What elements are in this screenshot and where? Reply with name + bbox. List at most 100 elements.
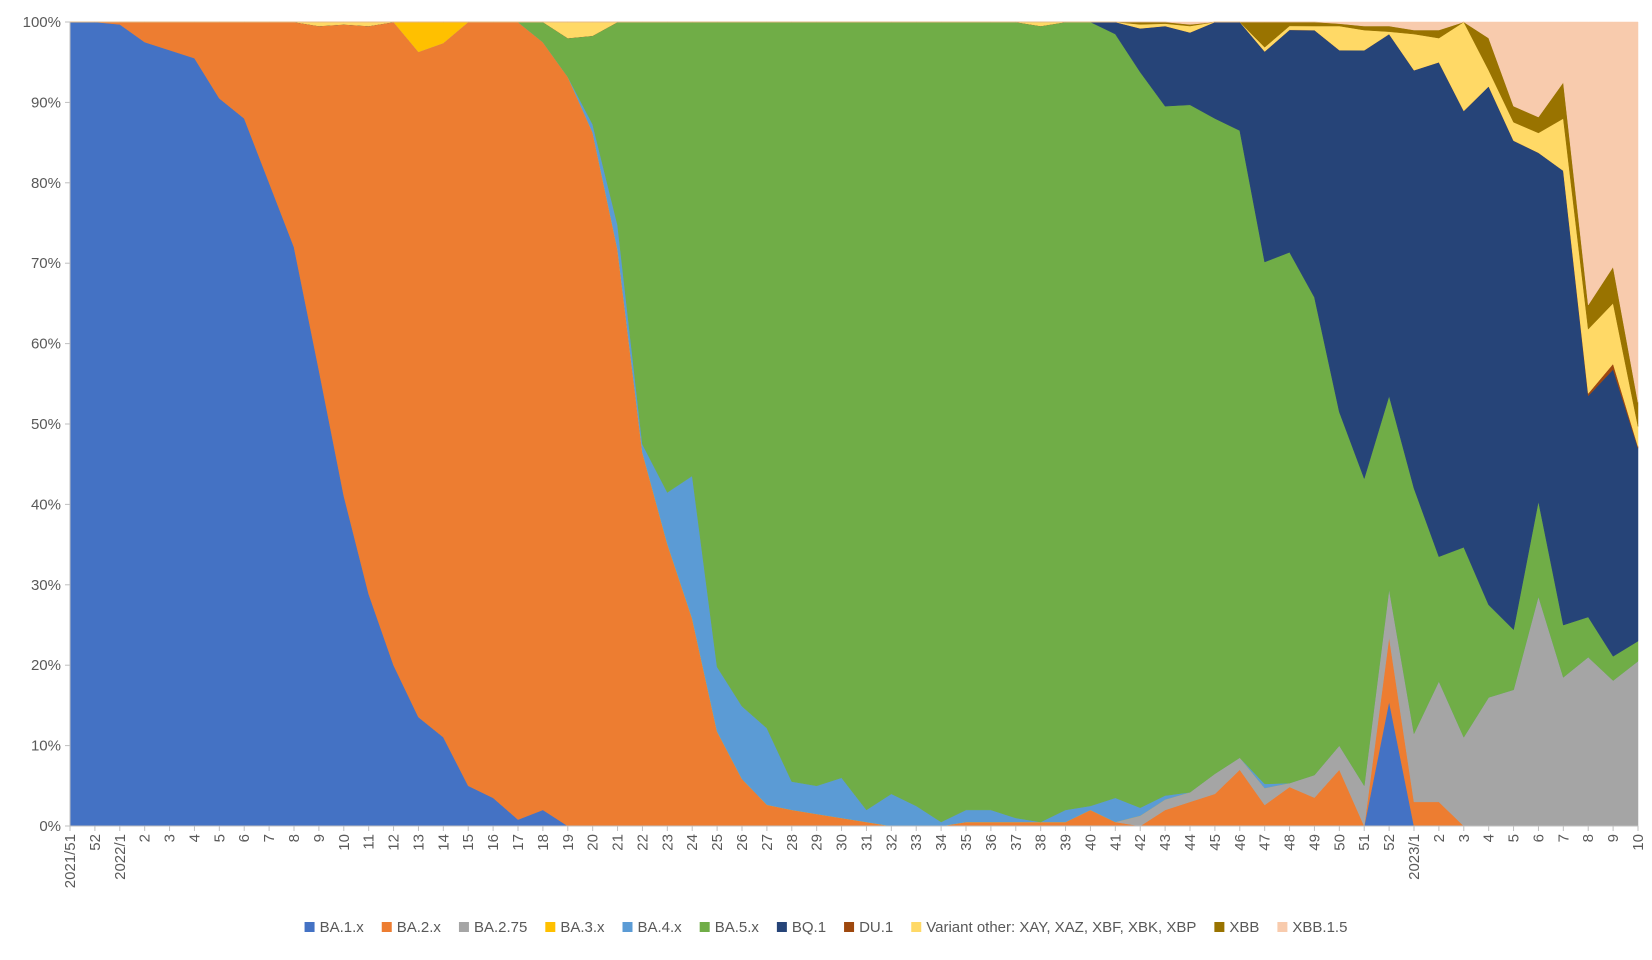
legend-swatch (776, 922, 787, 932)
x-tick-label: 11 (361, 834, 378, 850)
y-tick-label: 70% (31, 255, 61, 272)
x-tick-label: 34 (933, 834, 950, 851)
x-tick-label: 25 (709, 834, 726, 851)
legend-label: BQ.1 (792, 919, 826, 936)
legend-label: DU.1 (859, 919, 893, 936)
legend-item-du-1: DU.1 (844, 919, 893, 936)
y-tick-label: 100% (23, 14, 61, 31)
legend-label: BA.2.75 (474, 919, 527, 936)
x-tick-label: 30 (834, 834, 851, 851)
x-tick-label: 5 (211, 834, 228, 842)
x-tick-label: 17 (510, 834, 527, 851)
legend-swatch (545, 922, 556, 932)
x-tick-label: 27 (759, 834, 776, 851)
x-tick-label: 37 (1008, 834, 1025, 851)
legend-swatch (844, 922, 855, 932)
x-tick-label: 3 (162, 834, 179, 842)
x-tick-label: 31 (858, 834, 875, 851)
y-tick-label: 60% (31, 336, 61, 353)
x-tick-label: 44 (1182, 834, 1199, 851)
y-tick-label: 40% (31, 496, 61, 513)
x-tick-label: 52 (87, 834, 104, 851)
x-tick-label: 8 (286, 834, 303, 842)
y-tick-label: 30% (31, 577, 61, 594)
x-tick-label: 7 (1555, 834, 1572, 842)
legend-swatch (304, 922, 315, 932)
x-tick-label: 7 (261, 834, 278, 842)
x-tick-label: 2021/51 (62, 834, 79, 888)
y-tick-label: 20% (31, 657, 61, 674)
x-tick-label: 47 (1257, 834, 1274, 851)
x-tick-label: 6 (1530, 834, 1547, 842)
x-tick-label: 52 (1381, 834, 1398, 851)
x-tick-label: 40 (1082, 834, 1099, 851)
legend-swatch (458, 922, 469, 932)
x-tick-label: 10 (1630, 834, 1647, 851)
legend-swatch (381, 922, 392, 932)
x-tick-label: 21 (610, 834, 627, 851)
legend-item-ba-1-x: BA.1.x (304, 919, 365, 936)
x-tick-label: 6 (236, 834, 253, 842)
legend-item-variant-other-xay-xaz-xbf-xbk-xbp: Variant other: XAY, XAZ, XBF, XBK, XBP (911, 919, 1196, 936)
x-tick-label: 41 (1107, 834, 1124, 851)
legend-label: BA.4.x (638, 919, 683, 936)
x-tick-label: 2 (1431, 834, 1448, 842)
x-tick-label: 39 (1058, 834, 1075, 851)
x-tick-label: 3 (1456, 834, 1473, 842)
plot-areas (69, 21, 1639, 827)
legend-label: XBB (1229, 919, 1259, 936)
y-tick-label: 80% (31, 175, 61, 192)
legend-label: Variant other: XAY, XAZ, XBF, XBK, XBP (926, 919, 1196, 936)
x-tick-label: 15 (460, 834, 477, 851)
x-tick-label: 18 (535, 834, 552, 851)
area-series-xbb-1-5 (70, 21, 1639, 403)
legend-label: BA.2.x (397, 919, 442, 936)
legend-swatch (1277, 922, 1288, 932)
x-tick-label: 29 (809, 834, 826, 851)
x-tick-label: 4 (186, 834, 203, 842)
legend-label: BA.3.x (560, 919, 605, 936)
legend-item-bq-1: BQ.1 (776, 919, 826, 936)
x-tick-label: 8 (1580, 834, 1597, 842)
x-tick-label: 24 (684, 834, 701, 851)
x-tick-label: 35 (958, 834, 975, 851)
x-tick-label: 5 (1506, 834, 1523, 842)
x-tick-label: 48 (1282, 834, 1299, 851)
y-tick-label: 50% (31, 416, 61, 433)
x-tick-label: 49 (1306, 834, 1323, 851)
x-tick-label: 26 (734, 834, 751, 851)
x-tick-label: 46 (1232, 834, 1249, 851)
x-tick-label: 9 (311, 834, 328, 842)
x-tick-label: 2 (137, 834, 154, 842)
legend-label: XBB.1.5 (1292, 919, 1347, 936)
x-tick-label: 43 (1157, 834, 1174, 851)
legend-item-xbb: XBB (1214, 919, 1259, 936)
x-tick-label: 50 (1331, 834, 1348, 851)
x-tick-label: 22 (634, 834, 651, 851)
x-tick-label: 14 (435, 834, 452, 851)
legend-item-ba-2-x: BA.2.x (381, 919, 442, 936)
x-tick-label: 2022/1 (112, 834, 129, 880)
y-tick-label: 10% (31, 738, 61, 755)
legend-swatch (911, 922, 922, 932)
y-tick-label: 0% (39, 818, 61, 835)
legend-item-ba-4-x: BA.4.x (622, 919, 683, 936)
x-tick-label: 51 (1356, 834, 1373, 851)
legend-label: BA.1.x (320, 919, 365, 936)
legend-item-xbb-1-5: XBB.1.5 (1277, 919, 1347, 936)
x-tick-label: 13 (410, 834, 427, 851)
legend-item-ba-5-x: BA.5.x (699, 919, 759, 936)
x-axis-ticks: 2021/51 52 2022/1 2 3 4 5 6 7 8 9 10 11 12 13 14 15 16 17 1… (62, 826, 1647, 888)
y-axis-ticks: 0% 10% 20% 30% 40% 50% 60% 70% 80% 90% 100% (23, 14, 70, 835)
y-tick-label: 90% (31, 94, 61, 111)
x-tick-label: 10 (336, 834, 353, 851)
x-tick-label: 38 (1033, 834, 1050, 851)
x-tick-label: 42 (1132, 834, 1149, 851)
x-tick-label: 32 (883, 834, 900, 851)
x-tick-label: 28 (784, 834, 801, 851)
legend-item-ba-2-75: BA.2.75 (458, 919, 527, 936)
legend-swatch (1214, 922, 1225, 932)
legend-swatch (699, 922, 710, 932)
x-tick-label: 23 (659, 834, 676, 851)
